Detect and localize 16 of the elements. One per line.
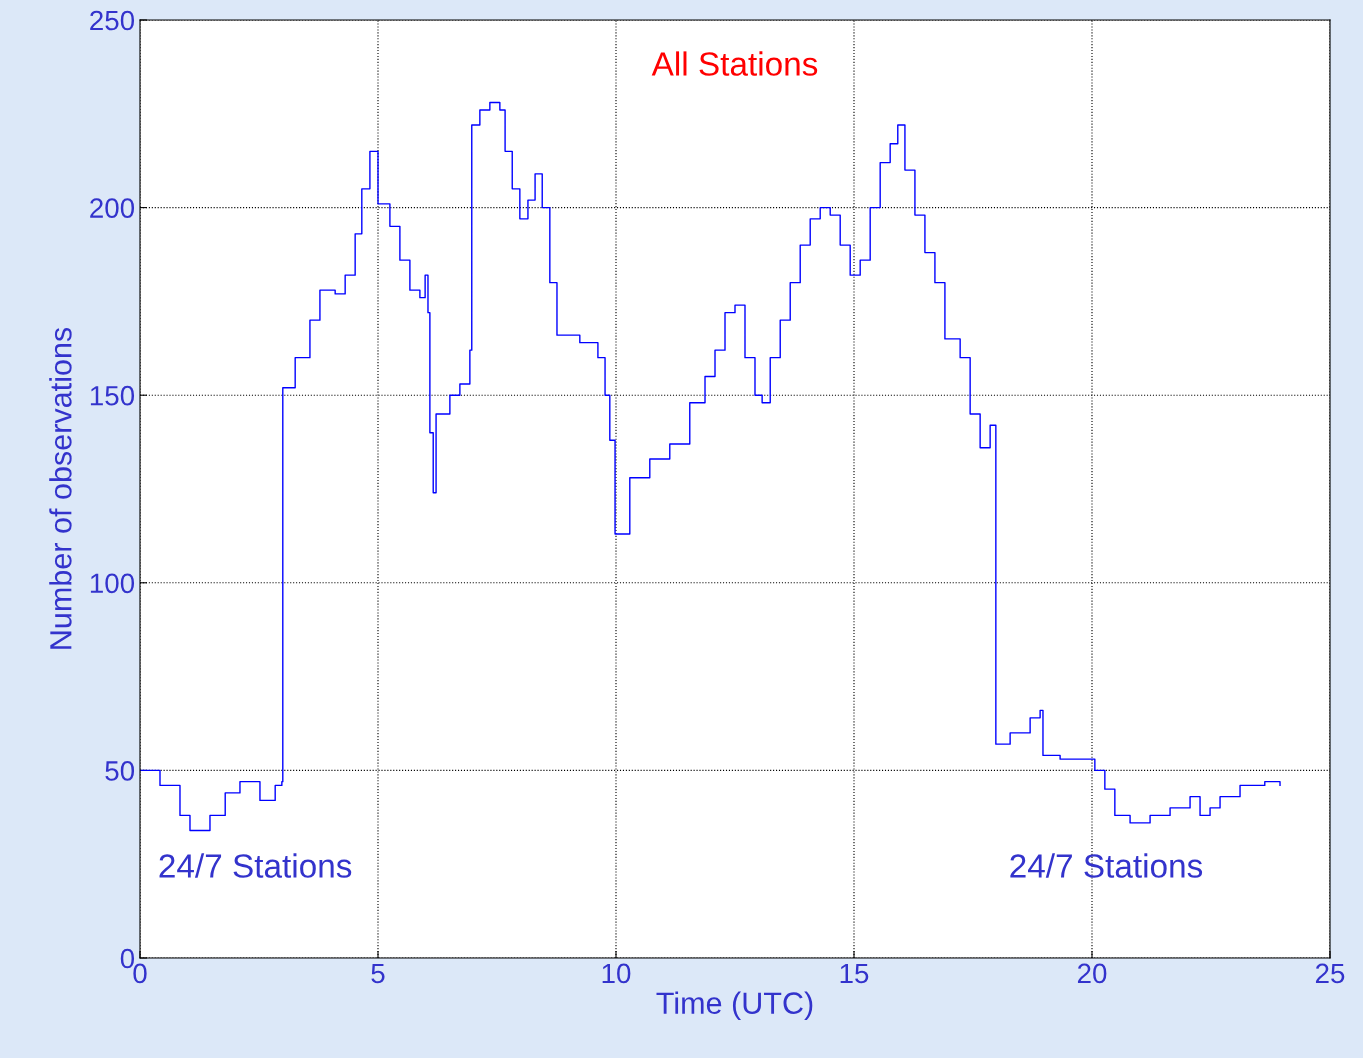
y-tick-label: 100 (90, 573, 135, 594)
x-tick-label: 25 (1315, 963, 1345, 984)
y-tick-label: 200 (90, 198, 135, 218)
y-tick-label: 0 (120, 948, 135, 969)
annotation: 24/7 Stations (159, 853, 352, 878)
x-axis-title: Time (UTC) (656, 991, 813, 1020)
x-tick-label: 5 (371, 963, 385, 984)
y-tick-label: 250 (90, 10, 135, 31)
y-tick-label: 50 (105, 761, 135, 781)
x-tick-label: 15 (840, 963, 869, 984)
y-tick-label: 150 (90, 385, 135, 406)
annotation: All Stations (651, 51, 818, 76)
x-tick-label: 10 (602, 963, 631, 984)
annotation: 24/7 Stations (1010, 853, 1203, 878)
x-tick-label: 20 (1077, 963, 1107, 984)
y-axis-title: Number of observations (49, 327, 72, 649)
